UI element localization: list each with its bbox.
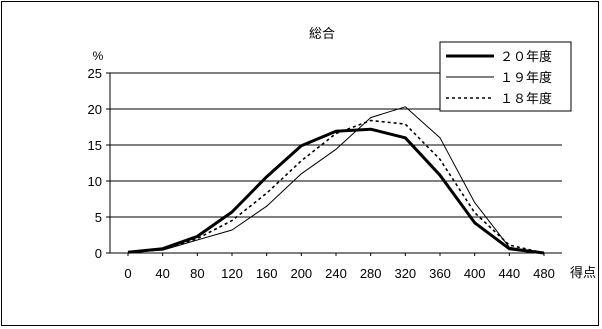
x-tick-label-200: 200 (290, 266, 312, 281)
axes (109, 73, 562, 256)
x-tick-label-440: 440 (498, 266, 520, 281)
x-tick-labels: 0 40 80 120 160 200 240 280 320 360 400 440 480 (124, 266, 554, 281)
x-axis-label: 得点 (570, 265, 596, 280)
y-tick-label-5: 5 (95, 210, 102, 225)
chart-title: 総合 (309, 26, 335, 41)
legend-label-18: １８年度 (500, 91, 552, 106)
series-line-1 (127, 106, 545, 254)
legend-label-19: １９年度 (500, 70, 552, 85)
x-tick-label-0: 0 (124, 266, 131, 281)
y-axis-unit-label: % (93, 49, 104, 63)
series-lines (127, 106, 545, 255)
x-tick-label-240: 240 (325, 266, 347, 281)
x-tick-label-400: 400 (464, 266, 486, 281)
x-tick-label-160: 160 (256, 266, 278, 281)
series-line-2 (127, 119, 545, 254)
x-tick-label-120: 120 (221, 266, 243, 281)
x-tick-label-320: 320 (394, 266, 416, 281)
x-tick-label-40: 40 (155, 266, 169, 281)
y-tick-label-25: 25 (88, 66, 102, 81)
y-tick-label-10: 10 (88, 174, 102, 189)
y-tick-label-0: 0 (95, 246, 102, 261)
y-tick-label-20: 20 (88, 102, 102, 117)
series-line-0 (127, 127, 545, 255)
y-tick-label-15: 15 (88, 138, 102, 153)
legend-label-20: ２０年度 (500, 49, 552, 64)
y-tick-labels: 0 5 10 15 20 25 (88, 66, 102, 261)
x-tick-label-360: 360 (429, 266, 451, 281)
x-tick-label-80: 80 (190, 266, 204, 281)
x-tick-label-280: 280 (360, 266, 382, 281)
legend: ２０年度 １９年度 １８年度 (439, 41, 572, 112)
x-tick-label-480: 480 (533, 266, 555, 281)
